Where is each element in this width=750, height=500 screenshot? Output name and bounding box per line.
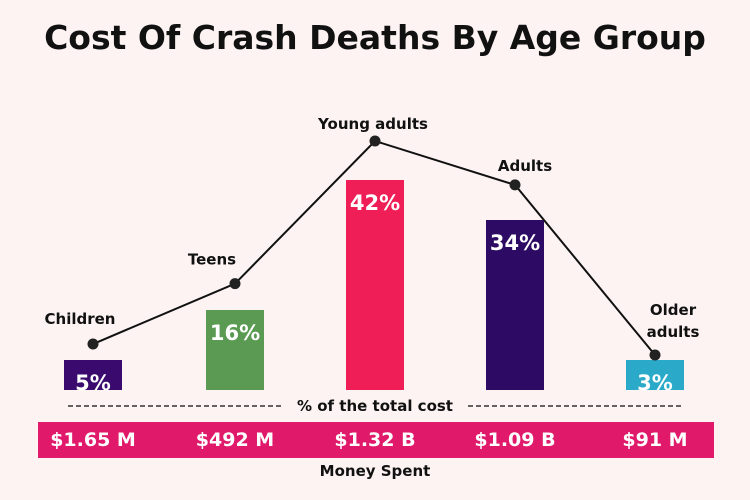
bar-value-label: 3% — [637, 371, 673, 395]
bar-adults — [486, 220, 544, 390]
category-label-teens: Teens — [188, 251, 236, 269]
chart-plot: 5% 16% 42% 34% 3% Children Teens Young adults Ad… — [45, 115, 700, 415]
bar-value-label: 34% — [490, 231, 540, 255]
money-spent-band: $1.65 M $492 M $1.32 B $1.09 B $91 M — [38, 422, 714, 458]
bar-children — [64, 360, 122, 390]
bar-value-label: 16% — [210, 321, 260, 345]
trend-point-older-adults — [649, 349, 661, 361]
bar-value-label: 5% — [75, 371, 111, 395]
bar-teens — [206, 310, 264, 390]
bar-older-adults — [626, 360, 684, 390]
money-spent-label: Money Spent — [319, 462, 431, 480]
chart-title: Cost Of Crash Deaths By Age Group — [44, 18, 706, 57]
bar-young-adults — [346, 180, 404, 390]
category-label-young-adults: Young adults — [317, 115, 428, 133]
trend-point-young-adults — [369, 135, 381, 147]
money-value-young-adults: $1.32 B — [334, 429, 416, 451]
trend-point-teens — [229, 278, 241, 290]
category-label-older-adults: Older adults — [647, 301, 700, 341]
bar-value-label: 42% — [350, 191, 400, 215]
money-value-adults: $1.09 B — [474, 429, 556, 451]
money-value-children: $1.65 M — [50, 429, 136, 451]
x-axis-label: % of the total cost — [297, 397, 453, 415]
category-label-adults: Adults — [498, 157, 552, 175]
trend-point-adults — [509, 179, 521, 191]
trend-point-children — [87, 338, 99, 350]
category-label-children: Children — [45, 310, 116, 328]
money-value-teens: $492 M — [195, 429, 275, 451]
bars-layer — [64, 180, 684, 390]
labels-layer: 5% 16% 42% 34% 3% Children Teens Young adults Ad… — [45, 115, 700, 395]
trend-line-layer — [87, 135, 661, 361]
money-value-older-adults: $91 M — [622, 429, 688, 451]
